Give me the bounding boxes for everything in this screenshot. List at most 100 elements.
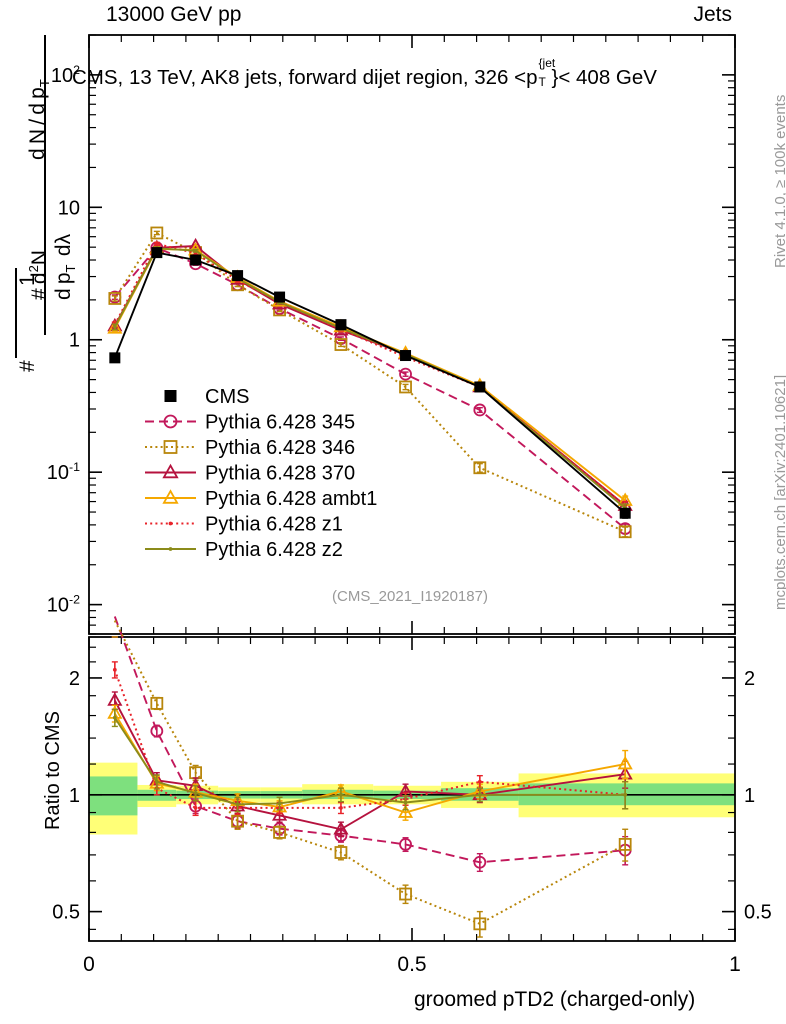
data-marker: [619, 507, 631, 519]
data-marker: [235, 802, 240, 807]
data-marker: [154, 779, 159, 784]
data-marker: [150, 724, 164, 738]
data-marker: [403, 800, 408, 805]
ratio-y-tick-label-right: 2: [744, 668, 755, 690]
series-line: [113, 231, 626, 533]
data-marker: [150, 226, 164, 240]
data-marker: [623, 792, 628, 797]
data-marker: [168, 521, 173, 526]
ratio-y-tick-label: 1: [69, 785, 80, 807]
header-left: 13000 GeV pp: [106, 3, 242, 26]
data-marker: [399, 380, 412, 394]
x-tick-label: 0: [83, 953, 95, 976]
data-marker: [399, 887, 412, 901]
data-marker: [397, 804, 414, 818]
plot-title-tail: }< 408 GeV: [551, 66, 657, 89]
plot-title: CMS, 13 TeV, AK8 jets, forward dijet reg…: [72, 56, 657, 90]
plot-title-superscript: {jet: [538, 56, 556, 70]
data-marker: [162, 489, 179, 504]
data-marker: [164, 390, 177, 402]
series-line: [113, 242, 626, 507]
data-marker: [333, 821, 349, 835]
data-marker: [477, 779, 482, 784]
legend-label: Pythia 6.428 z1: [205, 514, 343, 536]
data-marker: [151, 247, 163, 259]
main-y-tick-label: 102: [51, 63, 80, 87]
legend-label: Pythia 6.428 346: [205, 437, 355, 459]
data-marker: [335, 319, 347, 331]
data-marker: [163, 414, 178, 429]
data-marker: [271, 807, 288, 821]
data-marker: [339, 792, 343, 797]
y-label-fraction-bar-right: [44, 35, 46, 335]
data-marker: [112, 325, 117, 329]
data-marker: [112, 715, 117, 720]
ratio-uncertainty-band-green: [89, 776, 138, 816]
data-marker: [109, 352, 121, 364]
data-marker: [163, 440, 178, 454]
data-marker: [618, 525, 632, 539]
plot-title-main: CMS, 13 TeV, AK8 jets, forward dijet reg…: [72, 66, 538, 89]
legend-label: CMS: [205, 386, 249, 408]
series-line: [113, 245, 626, 507]
x-tick-label: 1: [729, 953, 741, 976]
ratio-y-tick-label: 0.5: [52, 902, 80, 924]
data-marker: [193, 248, 198, 253]
data-marker: [399, 837, 412, 851]
data-marker: [232, 270, 244, 282]
data-marker: [193, 806, 198, 810]
analysis-watermark: (CMS_2021_I1920187): [332, 588, 488, 605]
data-marker: [474, 381, 486, 393]
data-marker: [400, 350, 412, 362]
data-marker: [334, 338, 348, 351]
data-marker: [399, 367, 412, 381]
plot-title-subscript: T: [538, 75, 546, 89]
ratio-y-tick-label: 2: [69, 668, 80, 690]
main-panel-frame: [88, 34, 736, 635]
main-y-tick-label: 10: [58, 197, 80, 219]
series-line: [114, 246, 626, 530]
series-line: [113, 247, 626, 509]
data-marker: [334, 846, 348, 859]
data-marker: [231, 814, 244, 828]
data-marker: [107, 320, 123, 334]
data-marker: [108, 292, 122, 305]
legend-label: Pythia 6.428 ambt1: [205, 488, 377, 510]
data-marker: [190, 254, 202, 266]
data-marker: [154, 241, 159, 246]
main-y-tick-label: 10-2: [47, 593, 80, 617]
legend-label: Pythia 6.428 345: [205, 412, 355, 434]
ratio-y-tick-label-right: 0.5: [744, 902, 772, 924]
data-marker: [473, 403, 487, 417]
data-marker: [274, 291, 286, 303]
series-line: [113, 251, 626, 514]
data-marker: [277, 801, 282, 806]
series-line: [113, 247, 626, 502]
data-marker: [273, 825, 286, 839]
data-marker: [150, 696, 164, 710]
data-marker: [473, 917, 487, 931]
main-y-tick-label: 1: [69, 330, 80, 352]
header-right: Jets: [693, 3, 732, 26]
data-marker: [168, 547, 173, 551]
data-marker: [473, 855, 487, 869]
data-marker: [477, 792, 482, 797]
legend-label: Pythia 6.428 370: [205, 463, 355, 485]
data-marker: [618, 837, 632, 851]
data-marker: [112, 667, 117, 672]
x-axis-label: groomed pTD2 (charged-only): [414, 988, 696, 1011]
y-label-fraction-bar-left: [15, 268, 17, 358]
data-marker: [339, 806, 343, 810]
data-marker: [193, 791, 198, 796]
series-line: [113, 620, 626, 925]
x-tick-label: 0.5: [397, 953, 426, 976]
series-line: [113, 616, 626, 864]
data-marker: [162, 463, 179, 479]
main-y-tick-label: 10-1: [47, 460, 80, 484]
data-marker: [617, 755, 633, 770]
legend-label: Pythia 6.428 z2: [205, 539, 343, 561]
data-marker: [473, 461, 487, 475]
ratio-y-tick-label-right: 1: [744, 785, 755, 807]
